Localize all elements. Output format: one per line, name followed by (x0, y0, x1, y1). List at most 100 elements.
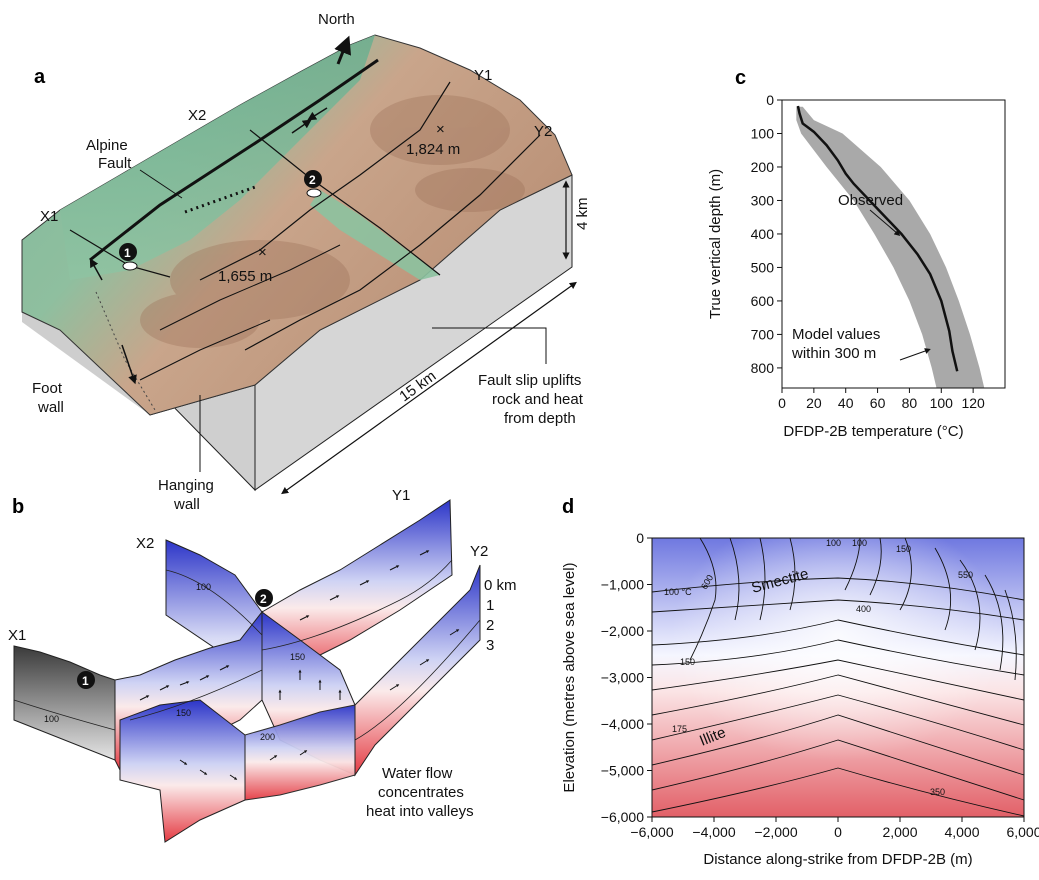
y-tick-label: 0 (766, 92, 774, 108)
d-contour-400: 400 (856, 604, 871, 614)
caption-b-2: concentrates (378, 784, 464, 801)
x-tick-label: 60 (870, 395, 886, 411)
caption-a-leader (432, 327, 547, 364)
fault-dotted-trace (184, 184, 259, 214)
d-y-tick-label: −3,000 (601, 670, 644, 686)
green-valley-2 (310, 190, 440, 280)
model-label-1: Model values (792, 326, 880, 343)
d-y-tick-label: −2,000 (601, 623, 644, 639)
d-y-tick-label: 0 (636, 530, 644, 546)
y-tick-label: 400 (751, 226, 775, 242)
elevation-1824: 1,824 m (406, 141, 460, 158)
panel-b-letter: b (12, 496, 24, 518)
marker-1: 1 (119, 243, 138, 271)
section-line-y1 (199, 81, 451, 281)
section-line-x2 (249, 129, 441, 276)
chart-d-axes: −6,000 −4,000 −2,000 0 2,000 4,000 6,000 0 −1,00… (561, 530, 1039, 868)
chart-c-frame (781, 99, 1006, 389)
b-contour-2: 100 (196, 582, 211, 592)
label-y2: Y2 (534, 123, 552, 140)
svg-text:2: 2 (260, 592, 267, 606)
panel-c-letter: c (735, 67, 746, 89)
y-tick-label: 600 (751, 293, 775, 309)
chart-c: 0 20 40 60 80 100 120 0 100 200 300 400 500 600 700 800… (707, 92, 1006, 440)
svg-text:1: 1 (82, 674, 89, 688)
green-valley (60, 35, 375, 280)
y-tick-label: 100 (751, 125, 775, 141)
chart-c-ylabel: True vertical depth (m) (707, 169, 724, 319)
d-contour-550: 550 (958, 570, 973, 580)
d-contour-100c: 100 °C (664, 587, 692, 597)
y-tick-label: 800 (751, 360, 775, 376)
caption-a-3: from depth (504, 410, 576, 427)
svg-text:2: 2 (309, 173, 316, 187)
caption-a-2: rock and heat (492, 391, 584, 408)
elevation-1655: 1,655 m (218, 268, 272, 285)
model-leader (899, 348, 931, 361)
d-y-tick-label: −4,000 (601, 716, 644, 732)
b-label-x1: X1 (8, 627, 26, 644)
chart-c-xlabel: DFDP-2B temperature (°C) (783, 423, 963, 440)
d-plot-center-glow (652, 538, 1024, 817)
label-x2: X2 (188, 107, 206, 124)
b-depth-0: 0 km (484, 577, 517, 594)
chart-d-xlabel: Distance along-strike from DFDP-2B (m) (703, 851, 972, 868)
caption-b-1: Water flow (382, 765, 452, 782)
x-tick-label: 120 (961, 395, 985, 411)
flow-arrows (139, 550, 460, 780)
fault-slip-arrow-1 (291, 119, 312, 134)
foot-wall-2: wall (37, 399, 64, 416)
hanging-wall-1: Hanging (158, 477, 214, 494)
terrain-surface (21, 34, 573, 416)
d-x-tick-label: −2,000 (754, 824, 797, 840)
d-x-tick-label: 0 (834, 824, 842, 840)
b-label-y1: Y1 (392, 487, 410, 504)
y-tick-label: 500 (751, 259, 775, 275)
caption-a-1: Fault slip uplifts (478, 372, 581, 389)
observed-line (796, 105, 959, 372)
b-marker-1: 1 (77, 671, 95, 689)
alpine-label-2: Fault (98, 155, 132, 172)
b-contour-1: 100 (44, 714, 59, 724)
d-x-tick-label: −6,000 (630, 824, 673, 840)
d-x-tick-label: 4,000 (944, 824, 979, 840)
d-contour-100b: 100 (852, 538, 867, 548)
d-contours (651, 537, 1025, 817)
b-marker-2: 2 (255, 589, 273, 607)
north-label: North (318, 11, 355, 28)
d-contour-175: 175 (672, 724, 687, 734)
d-x-tick-label: 6,000 (1006, 824, 1039, 840)
alpine-leader (139, 169, 183, 199)
label-y1: Y1 (474, 67, 492, 84)
d-x-tick-label: −4,000 (692, 824, 735, 840)
y-tick-label: 200 (751, 159, 775, 175)
model-label-2: within 300 m (791, 345, 876, 362)
contour-a1 (159, 244, 341, 331)
foot-wall-1: Foot (32, 380, 63, 397)
d-y-tick-label: −1,000 (601, 577, 644, 593)
panel-d: d 100 °C 150 175 (561, 496, 1039, 868)
peak-mark-1: × (436, 121, 445, 138)
hanging-wall-2: wall (173, 496, 200, 513)
b-contour-5: 200 (260, 732, 275, 742)
b-label-x2: X2 (136, 535, 154, 552)
b-depth-1: 1 (486, 597, 494, 614)
panel-d-letter: d (562, 496, 574, 518)
x-tick-label: 100 (930, 395, 954, 411)
fault-slip-arrow-2 (307, 107, 328, 121)
north-arrow (334, 35, 352, 65)
y-tick-label: 700 (751, 326, 775, 342)
fault-slip-up (89, 258, 103, 281)
panel-a-letter: a (34, 66, 46, 88)
peak-mark-2: × (258, 244, 267, 261)
d-y-tick-label: −6,000 (601, 809, 644, 825)
fault-slip-down (121, 344, 137, 385)
y-tick-label: 300 (751, 192, 775, 208)
x-tick-label: 40 (838, 395, 854, 411)
d-contour-350: 350 (930, 787, 945, 797)
section-x1-grey (13, 645, 116, 761)
observed-leader (869, 209, 901, 236)
length-scale-bar (281, 281, 577, 495)
marker-2: 2 (304, 170, 322, 198)
